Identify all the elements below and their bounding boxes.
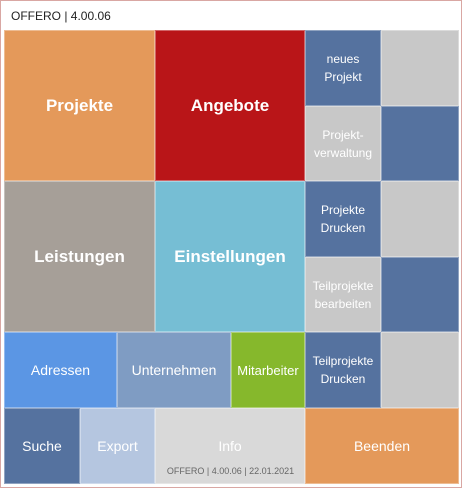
teilprojekte-bearbeiten-tile[interactable]: Teilprojekte bearbeiten: [305, 257, 381, 332]
beenden-tile[interactable]: Beenden: [305, 408, 459, 484]
info-label: Info: [218, 438, 242, 454]
beenden-label: Beenden: [353, 438, 411, 454]
leistungen-label: Leistungen: [34, 246, 125, 266]
suche-tile[interactable]: Suche: [4, 408, 80, 484]
angebote-tile[interactable]: Angebote: [155, 30, 305, 181]
neues-projekt-tile[interactable]: neues Projekt: [305, 30, 381, 106]
title-bar: OFFERO | 4.00.06: [1, 1, 461, 29]
projekte-drucken-tile[interactable]: Projekte Drucken: [305, 181, 381, 257]
projektverwaltung-tile[interactable]: Projekt- verwaltung: [305, 106, 381, 181]
empty-tile-3: [381, 181, 459, 257]
empty-tile-1: [381, 30, 459, 106]
empty-tile-5: [381, 332, 459, 408]
tile-grid: Projekte Angebote neues Projekt Projekt-…: [4, 30, 459, 484]
export-tile[interactable]: Export: [80, 408, 155, 484]
projekte-tile[interactable]: Projekte: [4, 30, 155, 181]
suche-label: Suche: [22, 438, 62, 454]
adressen-tile[interactable]: Adressen: [4, 332, 117, 408]
window-title: OFFERO | 4.00.06: [11, 9, 111, 23]
info-tile[interactable]: Info: [155, 408, 305, 484]
einstellungen-label: Einstellungen: [174, 246, 286, 266]
export-label: Export: [97, 438, 138, 454]
teilprojekte-bearbeiten-label: Teilprojekte bearbeiten: [312, 278, 374, 311]
teilprojekte-drucken-label: Teilprojekte Drucken: [312, 354, 374, 386]
empty-tile-2: [381, 106, 459, 181]
leistungen-tile[interactable]: Leistungen: [4, 181, 155, 332]
empty-tile-4: [381, 257, 459, 332]
einstellungen-tile[interactable]: Einstellungen: [155, 181, 305, 332]
mitarbeiter-tile[interactable]: Mitarbeiter: [231, 332, 305, 408]
teilprojekte-drucken-tile[interactable]: Teilprojekte Drucken: [305, 332, 381, 408]
angebote-label: Angebote: [190, 95, 270, 115]
projekte-label: Projekte: [45, 95, 114, 115]
projektverwaltung-label: Projekt- verwaltung: [313, 127, 373, 160]
version-label: OFFERO | 4.00.06 | 22.01.2021: [166, 466, 295, 476]
mitarbeiter-label: Mitarbeiter: [237, 362, 299, 378]
adressen-label: Adressen: [30, 362, 91, 378]
unternehmen-tile[interactable]: Unternehmen: [117, 332, 231, 408]
projekte-drucken-label: Projekte Drucken: [320, 203, 366, 235]
unternehmen-label: Unternehmen: [131, 362, 217, 378]
neues-projekt-label: neues Projekt: [324, 52, 362, 84]
